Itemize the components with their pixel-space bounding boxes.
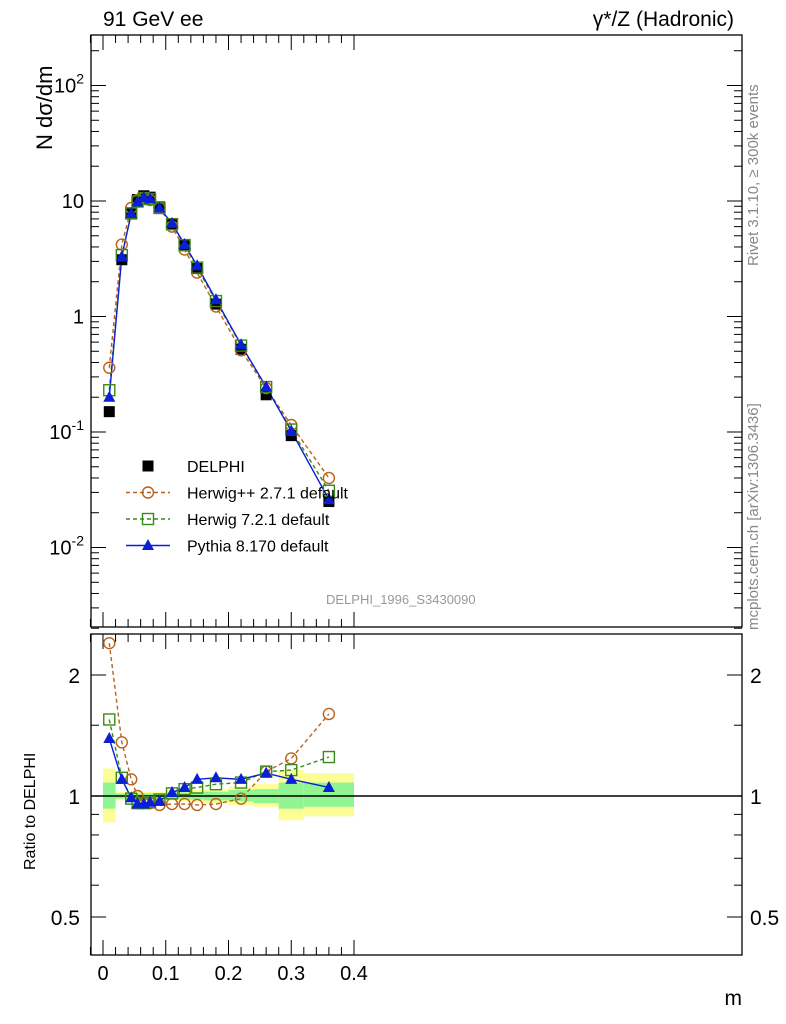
- pythia-point: [115, 250, 128, 262]
- main-ytick-exponent: 2: [76, 71, 84, 87]
- legend-label: Herwig++ 2.7.1 default: [187, 486, 349, 503]
- herwig7-point: [103, 713, 116, 726]
- herwigpp-line: [108, 643, 330, 806]
- pythia-point: [178, 238, 191, 250]
- rivet-version-label: Rivet 3.1.10, ≥ 300k events: [745, 84, 762, 266]
- herwigpp-point: [178, 797, 191, 811]
- xtick-label: 0.2: [215, 963, 243, 985]
- x-axis-label: m: [724, 987, 743, 1010]
- pythia-point: [209, 771, 222, 783]
- herwig7-line: [108, 197, 330, 492]
- pythia-point: [322, 493, 335, 505]
- pythia-point: [235, 772, 248, 784]
- legend-label: Herwig 7.2.1 default: [187, 512, 330, 529]
- xtick-label: 0.3: [277, 963, 305, 985]
- pythia-point: [103, 732, 116, 744]
- main-frame: [90, 34, 743, 628]
- ratio-y-axis-label: Ratio to DELPHI: [22, 752, 39, 870]
- main-ytick-label: 10-1: [49, 417, 84, 444]
- process-label: γ*/Z (Hadronic): [592, 8, 734, 31]
- pythia-point: [103, 390, 116, 402]
- herwigpp-point: [322, 707, 336, 721]
- ratio-frame: [90, 633, 743, 956]
- ratio-ytick-label-left: 2: [68, 665, 80, 688]
- herwigpp-point: [322, 471, 336, 485]
- main-ytick-label: 102: [54, 71, 84, 98]
- legend-label: Pythia 8.170 default: [187, 539, 329, 556]
- mcplots-credit-label: mcplots.cern.ch [arXiv:1306.3436]: [745, 403, 762, 630]
- herwigpp-point: [285, 752, 298, 765]
- pythia-point: [260, 766, 273, 778]
- main-ytick-label: 10-2: [49, 533, 84, 560]
- pythia-point: [131, 195, 144, 207]
- pythia-point: [260, 380, 273, 392]
- pythia-point: [166, 786, 179, 798]
- data-point: [103, 406, 115, 418]
- main-ytick-label: 1: [73, 307, 84, 329]
- xtick-label: 0.1: [152, 963, 180, 985]
- pythia-point: [322, 780, 335, 792]
- herwig7-point: [322, 750, 336, 764]
- legend-label: DELPHI: [187, 459, 245, 476]
- main-ytick-label: 10: [62, 191, 84, 213]
- pythia-point: [144, 192, 157, 204]
- pythia-point: [125, 206, 138, 218]
- herwigpp-point: [234, 792, 248, 805]
- herwigpp-point: [115, 736, 129, 749]
- ratio-ytick-label-left: 0.5: [51, 907, 80, 930]
- ratio-ytick-label-left: 1: [68, 786, 80, 809]
- ratio-ytick-label-right: 0.5: [750, 907, 779, 930]
- energy-label: 91 GeV ee: [103, 8, 204, 31]
- pythia-point: [125, 791, 138, 803]
- pythia-point: [285, 424, 298, 436]
- data-point: [142, 460, 154, 472]
- pythia-point: [142, 539, 154, 550]
- herwig7-point: [141, 512, 155, 526]
- pythia-point: [153, 794, 166, 806]
- pythia-line: [108, 196, 330, 500]
- main-ytick-exponent: -2: [72, 533, 85, 549]
- pythia-point: [209, 293, 222, 305]
- pythia-point: [153, 201, 166, 213]
- pythia-point: [285, 772, 298, 784]
- herwigpp-point: [103, 361, 116, 374]
- pythia-point: [191, 772, 204, 784]
- ratio-ytick-label-right: 2: [750, 665, 762, 688]
- main-ytick-exponent: -1: [72, 417, 85, 433]
- pythia-point: [166, 216, 179, 228]
- data-point: [260, 389, 272, 401]
- legend: DELPHI Herwig++ 2.7.1 default Herwig 7.2.1…: [126, 459, 349, 556]
- herwigpp-point: [103, 636, 116, 650]
- main-y-axis-label: N dσ/dm: [32, 65, 57, 151]
- xtick-label: 0: [97, 963, 108, 985]
- analysis-id-label: DELPHI_1996_S3430090: [326, 592, 476, 607]
- pythia-point: [115, 772, 128, 784]
- pythia-point: [178, 780, 191, 792]
- herwigpp-point: [141, 486, 155, 499]
- herwigpp-point: [209, 797, 223, 811]
- xtick-label: 0.4: [340, 963, 368, 985]
- pythia-point: [235, 338, 248, 350]
- series-markers: [103, 190, 336, 812]
- ratio-ytick-label-right: 1: [750, 786, 762, 809]
- pythia-point: [191, 259, 204, 271]
- herwigpp-point: [190, 798, 204, 812]
- pythia-point: [144, 795, 157, 807]
- axes: 10-2 10-1 1 10 102 0.5 0.5 1 1 2 2 0 0.1 0.2 0.3 0.4: [49, 34, 779, 985]
- data-point: [235, 343, 247, 355]
- herwigpp-point: [125, 773, 138, 786]
